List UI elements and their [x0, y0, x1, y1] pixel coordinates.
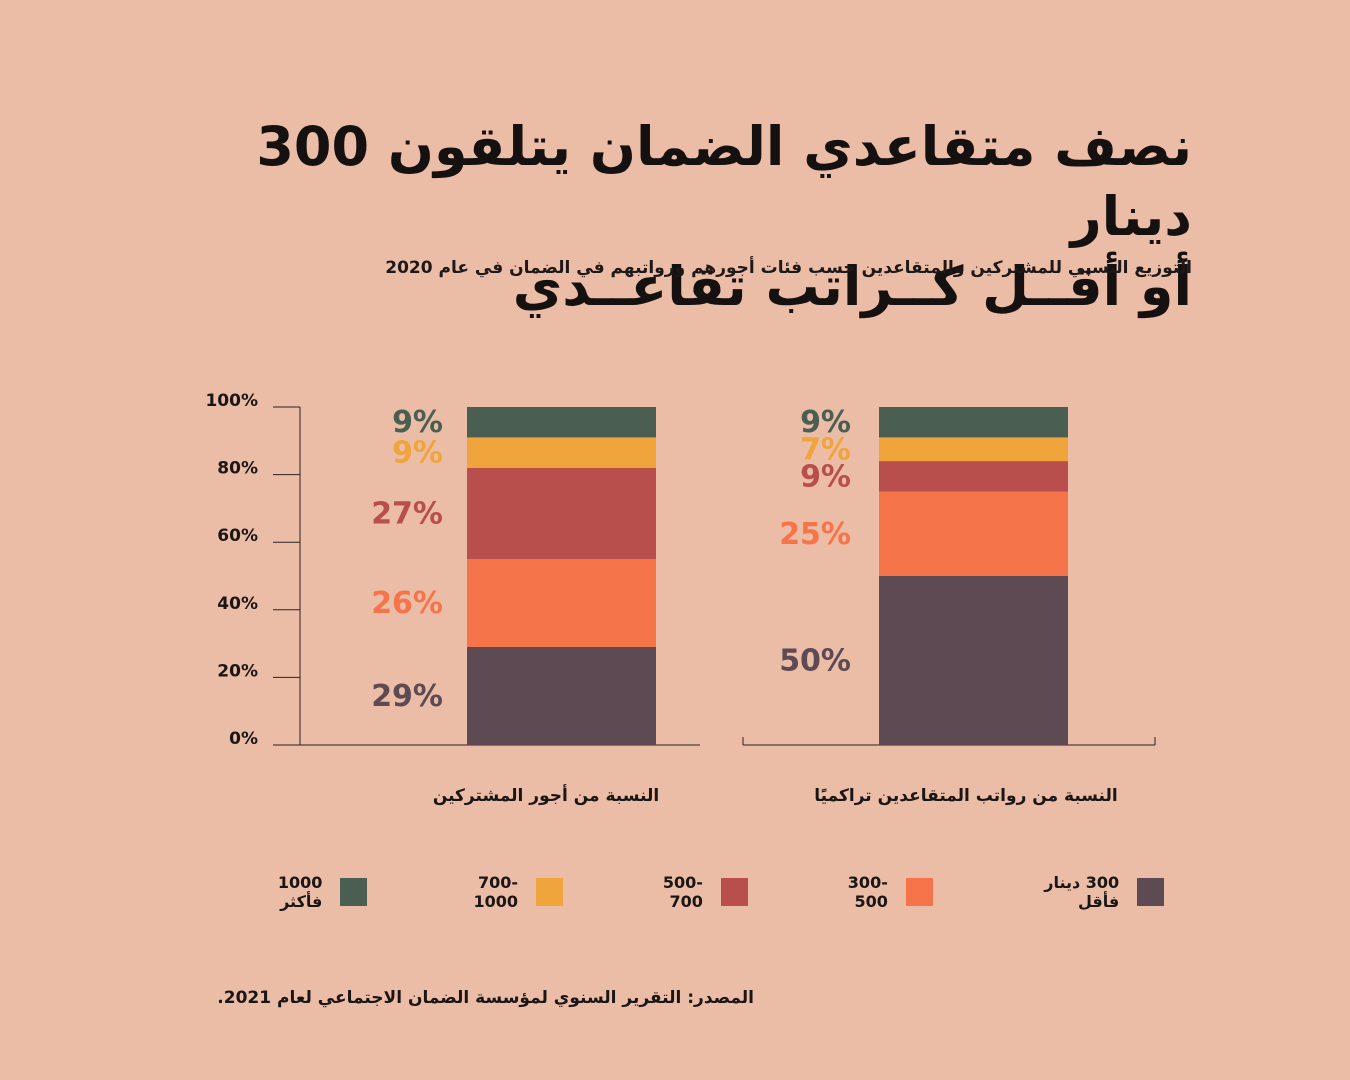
data-label: 9% [392, 436, 443, 471]
data-label: 9% [800, 459, 851, 494]
data-label: 26% [371, 586, 443, 621]
bar-segment [879, 491, 1068, 576]
legend-item-300-500: 300-500 [818, 873, 933, 911]
legend-item-500-700: 500-700 [633, 873, 748, 911]
bar-segment [879, 437, 1068, 462]
y-tick-label: 20% [217, 661, 258, 681]
bar-segment [879, 576, 1068, 745]
legend-label: 700-1000 [473, 873, 519, 911]
legend-label: 300 دينار فأقل [1044, 873, 1120, 911]
legend: 300 دينار فأقل 300-500 500-700 700-1000 … [164, 873, 1164, 911]
y-tick-label: 100% [205, 391, 258, 411]
source-note: المصدر: التقرير السنوي لمؤسسة الضمان الا… [217, 988, 754, 1008]
y-tick-label: 80% [217, 459, 258, 479]
data-label: 25% [779, 517, 851, 552]
chart-subtitle: التوزيع النسبي للمشتركين والمتقاعدين حسب… [385, 258, 1192, 278]
bar-segment [879, 407, 1068, 438]
bar-segment [467, 467, 656, 560]
category-label: النسبة من رواتب المتقاعدين تراكميًا [814, 786, 1117, 806]
data-label: 9% [800, 405, 851, 440]
data-label: 29% [371, 679, 443, 714]
legend-item-1000-or-more: 1000 فأكثر [234, 873, 368, 911]
legend-label: 300-500 [847, 873, 888, 911]
legend-item-700-1000: 700-1000 [437, 873, 563, 911]
stacked-bar-chart: 0%20%40%60%80%100%29%26%27%9%9%النسبة من… [205, 391, 1156, 806]
legend-swatch [340, 878, 368, 906]
bar-segment [879, 461, 1068, 492]
bar-segment [467, 646, 656, 745]
data-label: 9% [392, 405, 443, 440]
category-label: النسبة من أجور المشتركين [433, 784, 659, 806]
legend-item-300-or-less: 300 دينار فأقل [1003, 873, 1164, 911]
legend-label: 500-700 [662, 873, 703, 911]
chart-title: نصف متقاعدي الضمان يتلقون 300 دينار أو أ… [192, 112, 1192, 322]
title-line-1: نصف متقاعدي الضمان يتلقون 300 دينار [256, 115, 1192, 248]
bar-segment [467, 559, 656, 647]
legend-swatch [1137, 878, 1164, 906]
data-label: 7% [800, 432, 851, 467]
legend-swatch [720, 878, 748, 906]
legend-swatch [536, 878, 563, 906]
bar-segment [467, 407, 656, 438]
y-tick-label: 0% [229, 729, 258, 749]
data-label: 27% [371, 496, 443, 531]
legend-label: 1000 فأكثر [277, 873, 323, 911]
y-tick-label: 60% [217, 526, 258, 546]
bar-segment [467, 437, 656, 468]
legend-swatch [905, 878, 933, 906]
title-line-2: أو أقــل كــراتب تقاعــدي [512, 255, 1192, 318]
data-label: 50% [779, 644, 851, 679]
y-tick-label: 40% [217, 594, 258, 614]
